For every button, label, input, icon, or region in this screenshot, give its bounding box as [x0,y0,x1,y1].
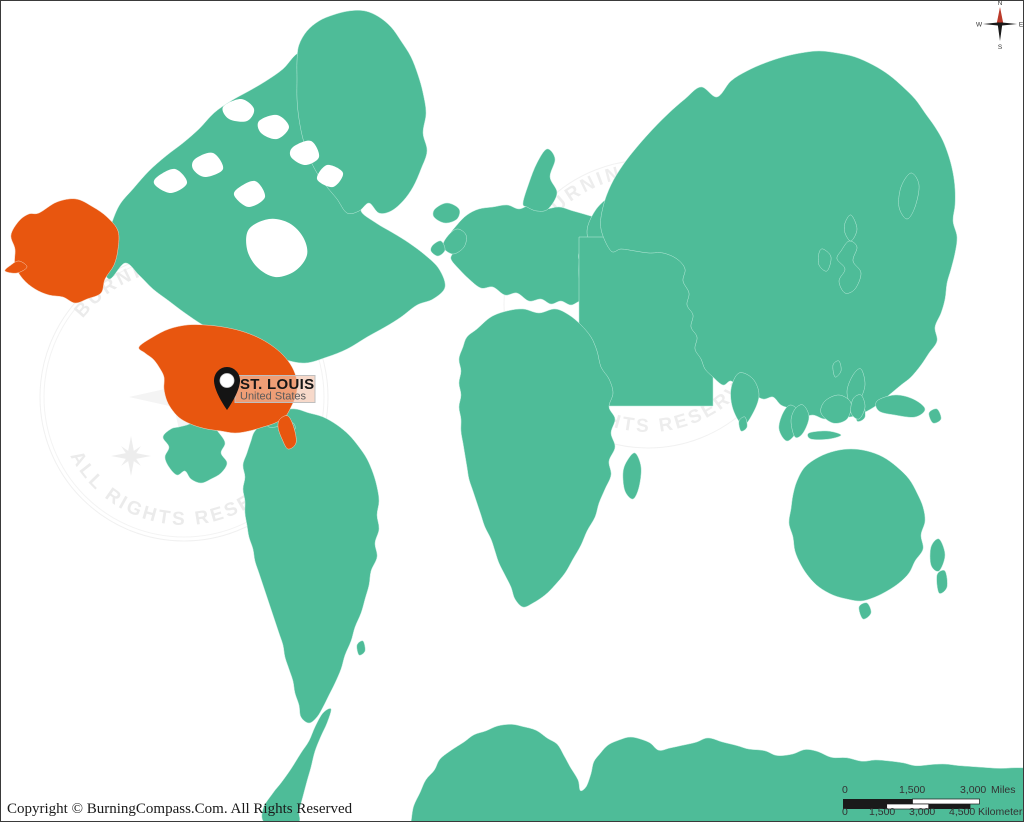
svg-text:3,000: 3,000 [960,784,986,796]
svg-text:E: E [1019,21,1024,28]
svg-text:3,000: 3,000 [909,806,935,818]
svg-text:0: 0 [842,806,848,818]
svg-text:1,500: 1,500 [899,784,925,796]
svg-text:S: S [998,44,1003,51]
svg-text:0: 0 [842,784,848,796]
svg-text:United States: United States [240,391,307,403]
svg-text:N: N [998,1,1003,7]
svg-text:4,500: 4,500 [949,806,975,818]
svg-text:Kilometers: Kilometers [978,806,1024,818]
svg-text:Copyright © BurningCompass.Com: Copyright © BurningCompass.Com. All Righ… [7,801,353,817]
svg-text:1,500: 1,500 [869,806,895,818]
svg-text:W: W [976,21,983,28]
svg-text:Miles: Miles [991,784,1016,796]
